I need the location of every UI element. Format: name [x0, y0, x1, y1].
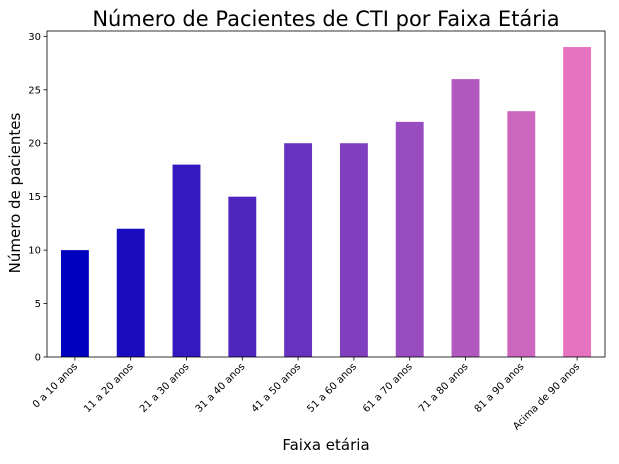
x-axis-label: Faixa etária	[282, 436, 369, 454]
x-tick-label-6: 61 a 70 anos	[361, 361, 415, 415]
plot-area: 0 5 10 15 20 25 30 0 a 10 anos 11 a 20 anos 21 a …	[28, 30, 606, 432]
y-tick-label-2: 10	[28, 246, 41, 257]
y-tick-label-4: 20	[28, 139, 41, 150]
bar-9	[563, 47, 592, 357]
bar-4	[284, 143, 313, 357]
x-tick-label-7: 71 a 80 anos	[417, 361, 471, 415]
y-axis-label: Número de pacientes	[6, 112, 24, 273]
bar-1	[116, 228, 145, 357]
y-tick-label-6: 30	[28, 32, 41, 43]
bar-5	[339, 143, 368, 357]
x-tick-label-8: 81 a 90 anos	[473, 361, 527, 415]
x-tick-label-1: 11 a 20 anos	[82, 361, 136, 415]
bar-8	[507, 111, 536, 357]
bar-7	[451, 79, 480, 357]
chart-title: Número de Pacientes de CTI por Faixa Etá…	[92, 7, 559, 31]
x-tick-label-3: 31 a 40 anos	[194, 361, 248, 415]
y-tick-label-0: 0	[35, 353, 41, 364]
y-tick-label-3: 15	[28, 192, 41, 203]
y-tick-label-1: 5	[35, 299, 41, 310]
bar-3	[228, 196, 257, 357]
x-tick-label-0: 0 a 10 anos	[31, 361, 80, 410]
bar-2	[172, 164, 201, 357]
x-tick-label-2: 21 a 30 anos	[138, 361, 192, 415]
y-tick-label-5: 25	[28, 85, 41, 96]
bar-6	[395, 121, 424, 357]
plot-frame	[46, 30, 606, 358]
x-tick-label-5: 51 a 60 anos	[305, 361, 359, 415]
bar-0	[60, 250, 89, 357]
x-tick-label-4: 41 a 50 anos	[250, 361, 304, 415]
